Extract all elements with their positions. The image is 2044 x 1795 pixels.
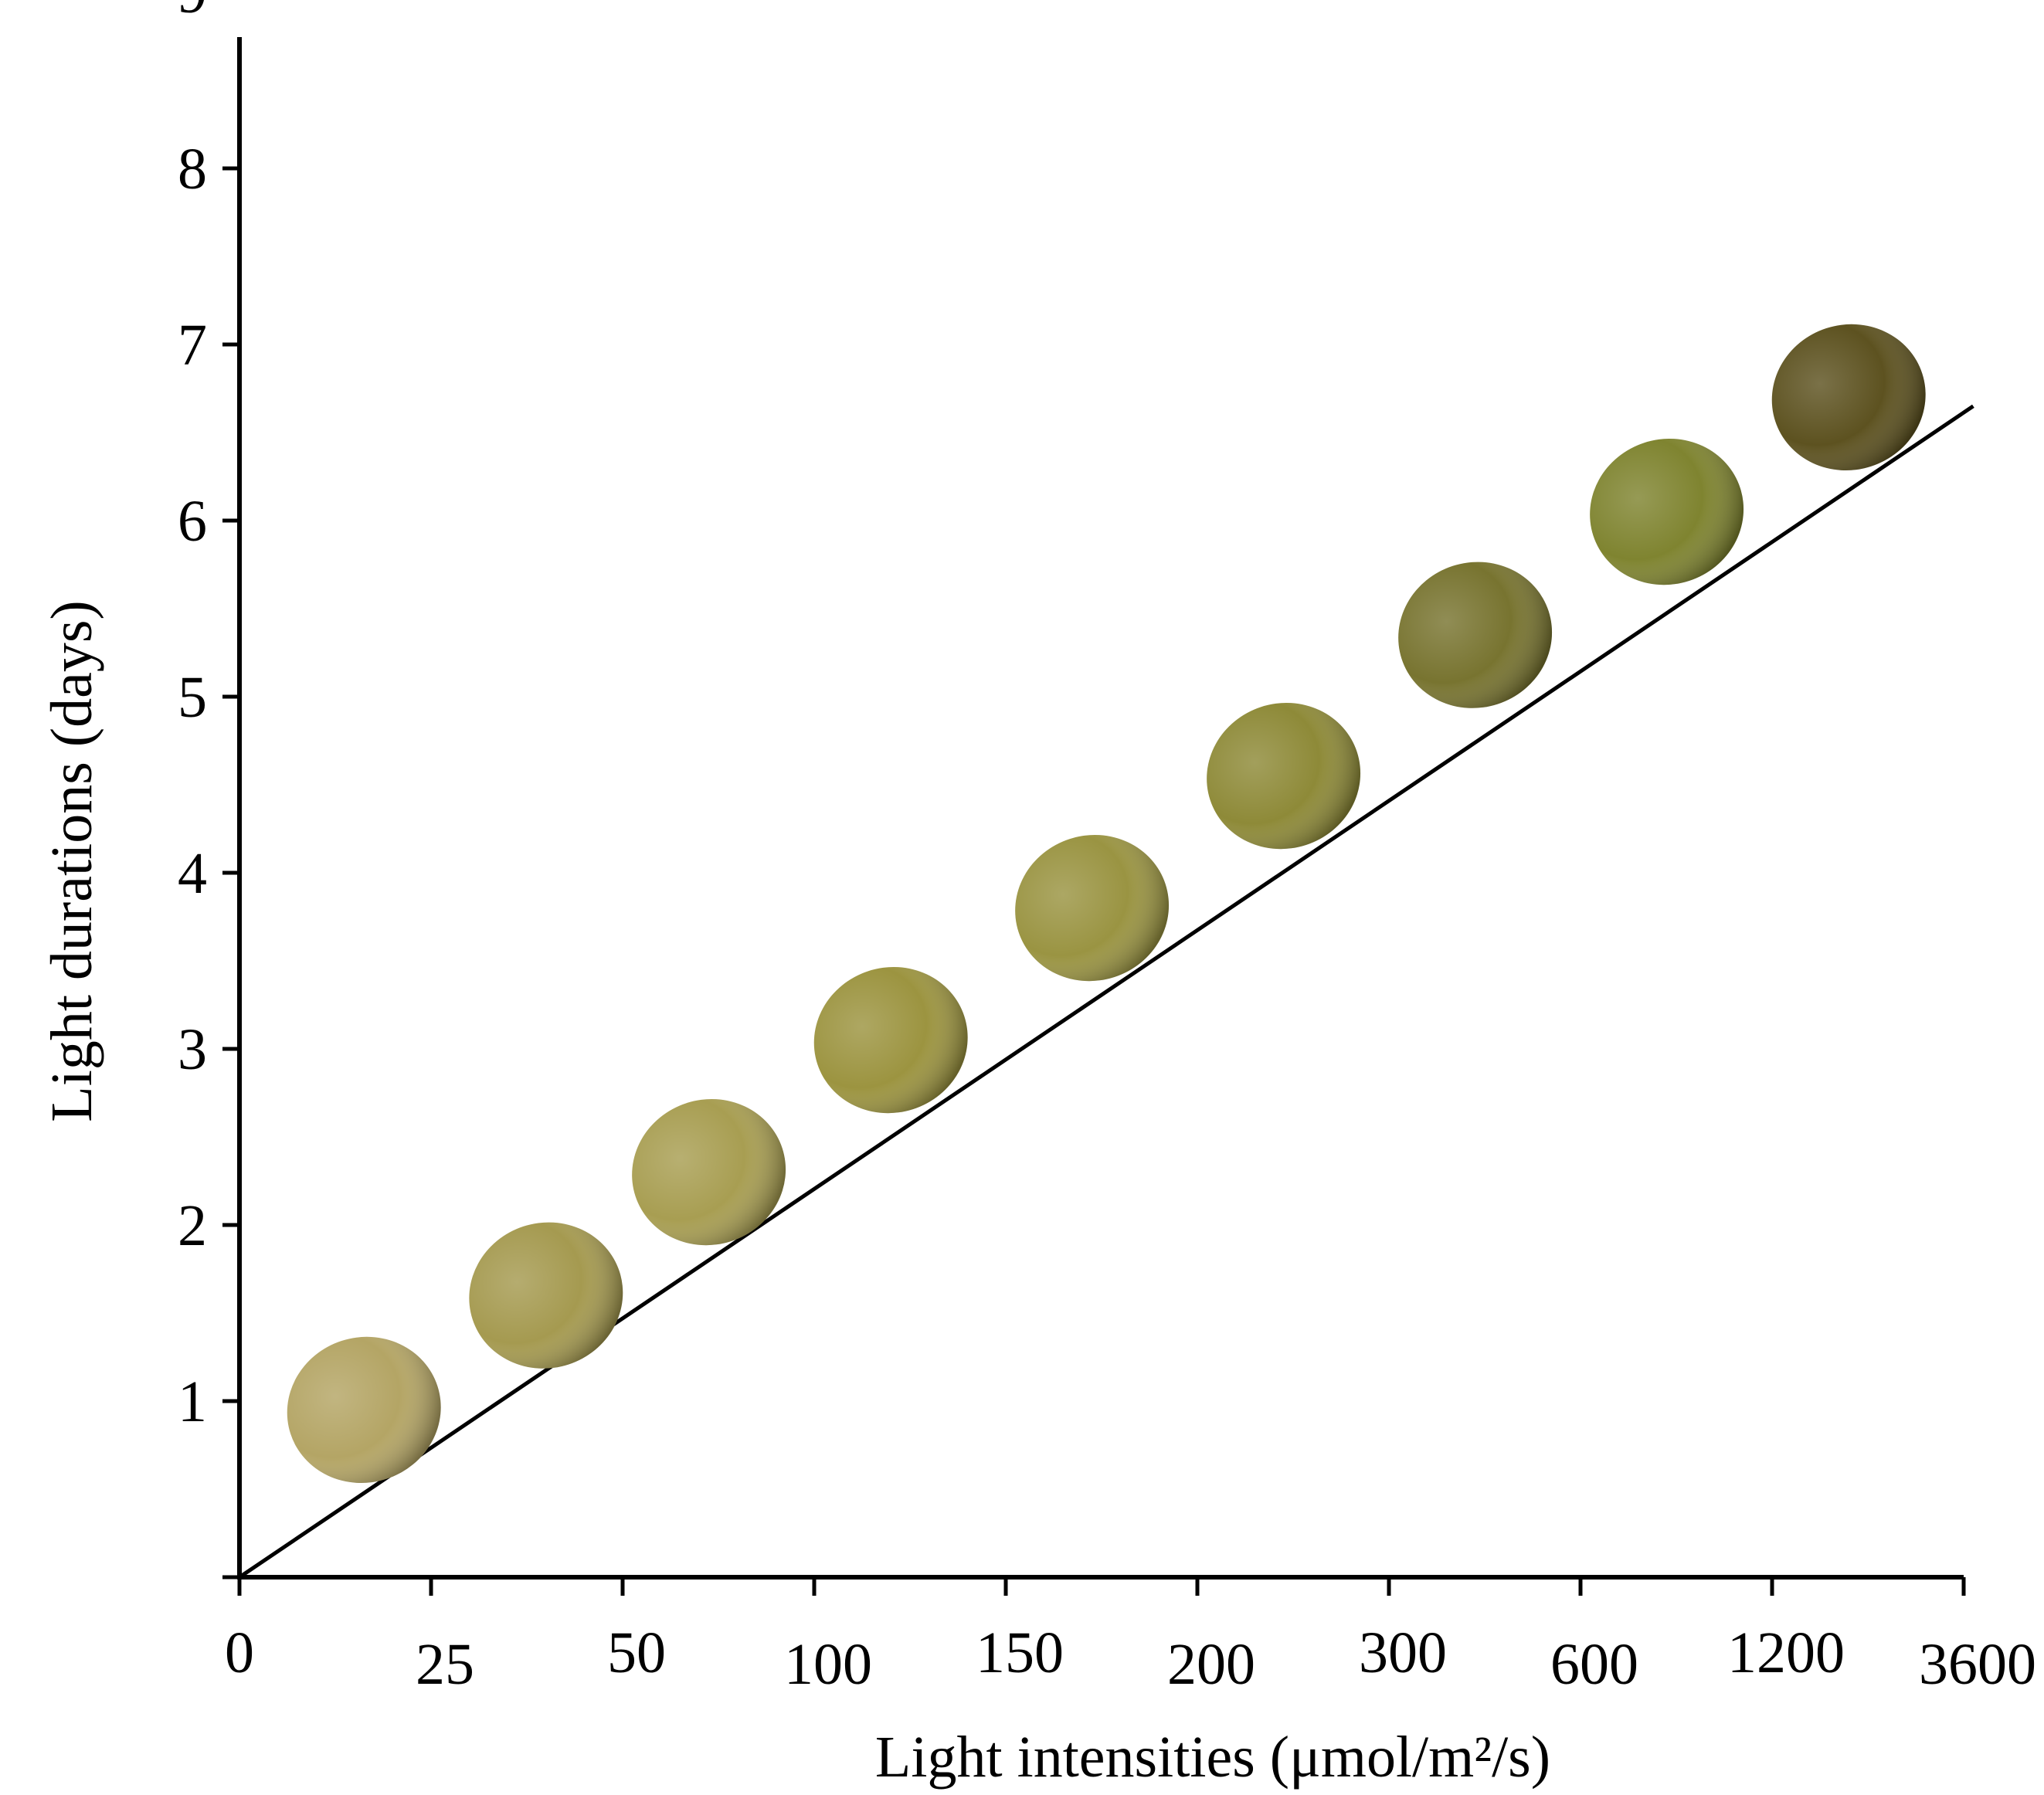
x-tick-label-200: 200 [1167, 1632, 1255, 1697]
seed-point-3 [632, 1099, 786, 1246]
x-axis-title: Light intensities (μmol/m²/s) [875, 1725, 1550, 1790]
seed-point-2 [469, 1222, 623, 1369]
seed-shading-7 [1398, 562, 1553, 708]
x-tick-label-600: 600 [1550, 1632, 1638, 1697]
seed-shading-2 [469, 1222, 623, 1369]
seed-point-1 [287, 1336, 441, 1483]
x-tick-label-0: 0 [225, 1620, 254, 1685]
seed-point-6 [1207, 703, 1361, 850]
trend-line [238, 404, 1974, 1580]
y-tick-label-7: 7 [178, 313, 207, 378]
x-tick-label-3600: 3600 [1919, 1632, 2036, 1697]
seed-shading-9 [1771, 324, 1926, 470]
seed-shading-3 [632, 1099, 786, 1246]
y-tick-label-5: 5 [178, 665, 207, 730]
seed-shading-6 [1207, 703, 1361, 850]
seed-shading-8 [1590, 439, 1744, 585]
y-tick-label-9: 9 [178, 0, 207, 25]
y-tick-label-3: 3 [178, 1017, 207, 1082]
x-tick-label-25: 25 [416, 1632, 474, 1697]
x-tick-label-300: 300 [1359, 1620, 1447, 1685]
x-tick-label-100: 100 [784, 1632, 872, 1697]
x-tick-label-1200: 1200 [1727, 1620, 1845, 1685]
seed-point-9 [1771, 324, 1926, 470]
seed-shading-1 [287, 1336, 441, 1483]
y-tick-label-4: 4 [178, 841, 207, 906]
y-tick-label-6: 6 [178, 489, 207, 554]
seed-shading-4 [813, 967, 968, 1114]
seed-point-4 [813, 967, 968, 1114]
y-tick-label-2: 2 [178, 1193, 207, 1258]
seed-point-7 [1398, 562, 1553, 708]
seed-shading-5 [1015, 835, 1170, 982]
seed-point-5 [1015, 835, 1170, 982]
y-tick-label-8: 8 [178, 137, 207, 202]
y-tick-label-1: 1 [178, 1369, 207, 1434]
y-axis-title: Light durations (days) [39, 600, 104, 1121]
x-tick-label-50: 50 [607, 1620, 666, 1685]
x-tick-label-150: 150 [976, 1620, 1064, 1685]
seed-point-8 [1590, 439, 1744, 585]
